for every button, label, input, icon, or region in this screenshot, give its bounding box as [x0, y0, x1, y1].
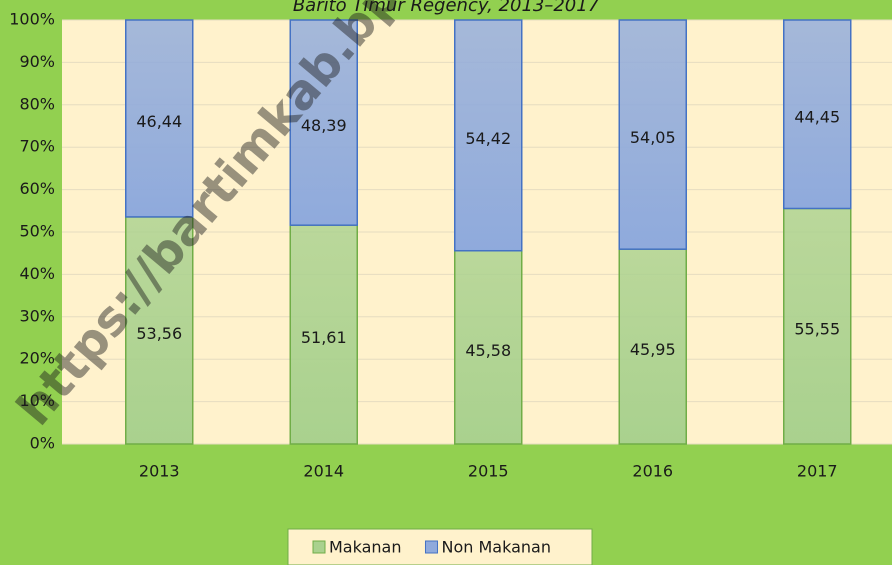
bar-segment: [125, 216, 194, 445]
bar-segment: [125, 19, 194, 218]
bar-segment: [289, 224, 358, 445]
legend-swatch: [424, 540, 438, 554]
legend-box: [287, 528, 593, 565]
bar-segment: [783, 207, 852, 445]
y-tick-label: 30%: [19, 306, 55, 325]
y-tick-label: 10%: [19, 391, 55, 410]
bar-segment: [454, 19, 523, 252]
data-label: 48,39: [301, 116, 347, 135]
y-tick-label: 50%: [19, 222, 55, 241]
y-tick-label: 60%: [19, 179, 55, 198]
x-tick-label: 2013: [139, 462, 180, 481]
data-label: 46,44: [136, 112, 182, 131]
bar-segment: [618, 19, 687, 250]
x-tick-label: 2016: [632, 462, 673, 481]
y-tick-label: 70%: [19, 137, 55, 156]
legend-label: Non Makanan: [441, 538, 550, 557]
chart-title: Barito Timur Regency, 2013–2017: [293, 0, 600, 16]
data-label: 51,61: [301, 328, 347, 347]
data-label: 53,56: [136, 324, 182, 343]
legend-swatch: [312, 540, 326, 554]
y-tick-label: 20%: [19, 349, 55, 368]
bar-segment: [618, 248, 687, 445]
x-tick-label: 2017: [797, 462, 838, 481]
y-tick-label: 100%: [9, 10, 55, 29]
data-label: 54,05: [630, 128, 676, 147]
bar-segment: [783, 19, 852, 210]
x-tick-label: 2015: [468, 462, 509, 481]
y-tick-label: 80%: [19, 94, 55, 113]
data-label: 44,45: [794, 108, 840, 127]
x-tick-label: 2014: [303, 462, 344, 481]
y-tick-label: 90%: [19, 52, 55, 71]
legend-label: Makanan: [329, 538, 401, 557]
data-label: 54,42: [465, 129, 511, 148]
bar-segment: [289, 19, 358, 226]
y-tick-label: 0%: [30, 434, 55, 453]
data-label: 45,58: [465, 341, 511, 360]
y-tick-label: 40%: [19, 264, 55, 283]
data-label: 45,95: [630, 340, 676, 359]
data-label: 55,55: [794, 320, 840, 339]
